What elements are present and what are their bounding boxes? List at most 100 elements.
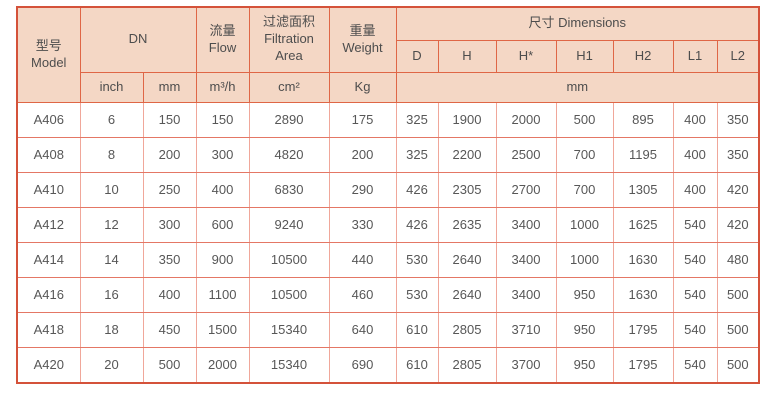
cell-h1: 500: [555, 101, 614, 138]
cell-flow: 900: [195, 241, 250, 278]
header-flow-zh: 流量: [209, 22, 236, 38]
header-model-en: Model: [31, 54, 67, 70]
cell-flow: 1500: [195, 311, 250, 348]
cell-h2: 1625: [612, 206, 674, 243]
cell-l2: 500: [716, 311, 760, 348]
cell-mm: 350: [142, 241, 197, 278]
cell-model: A410: [16, 171, 81, 208]
cell-l1: 540: [672, 311, 718, 348]
table-row: A420 20 500 2000 15340 690 610 2805 3700 950 1795 5…: [16, 346, 760, 383]
unit-weight: Kg: [328, 71, 397, 103]
table-row: A414 14 350 900 10500 440 530 2640 3400 1000 1630 5…: [16, 241, 760, 278]
cell-h: 2640: [437, 276, 497, 313]
header-flow-en: Flow: [208, 39, 237, 55]
cell-mm: 450: [142, 311, 197, 348]
header-row-1: 型号 Model DN 流量 Flow 过滤面积 Filtration Area…: [16, 6, 760, 103]
cell-area: 15340: [248, 346, 330, 383]
header-area-en1: Filtration: [264, 31, 314, 47]
cell-weight: 460: [328, 276, 397, 313]
cell-h: 2805: [437, 311, 497, 348]
cell-mm: 250: [142, 171, 197, 208]
unit-dimensions: mm: [395, 71, 760, 103]
cell-inch: 18: [79, 311, 144, 348]
cell-mm: 200: [142, 136, 197, 173]
cell-area: 2890: [248, 101, 330, 138]
header-area-en2: Area: [275, 48, 303, 64]
cell-flow: 1100: [195, 276, 250, 313]
unit-inch: inch: [79, 71, 144, 103]
cell-h: 2635: [437, 206, 497, 243]
cell-l2: 500: [716, 346, 760, 383]
cell-h-star: 2700: [495, 171, 557, 208]
header-flow: 流量 Flow: [195, 6, 250, 73]
cell-area: 10500: [248, 241, 330, 278]
header-filtration-area: 过滤面积 Filtration Area: [248, 6, 330, 73]
cell-l1: 400: [672, 171, 718, 208]
cell-h1: 1000: [555, 241, 614, 278]
cell-inch: 8: [79, 136, 144, 173]
cell-l1: 400: [672, 101, 718, 138]
cell-model: A418: [16, 311, 81, 348]
cell-d: 610: [395, 311, 439, 348]
cell-inch: 12: [79, 206, 144, 243]
cell-d: 325: [395, 136, 439, 173]
cell-flow: 300: [195, 136, 250, 173]
cell-d: 426: [395, 206, 439, 243]
table-body: A406 6 150 150 2890 175 325 1900 2000 500 895 400 35…: [16, 101, 760, 383]
cell-h2: 1305: [612, 171, 674, 208]
cell-d: 426: [395, 171, 439, 208]
table-row: A416 16 400 1100 10500 460 530 2640 3400 950 1630 5…: [16, 276, 760, 313]
cell-h-star: 3400: [495, 241, 557, 278]
table-row: A408 8 200 300 4820 200 325 2200 2500 700 1195 400 3…: [16, 136, 760, 173]
unit-flow: m³/h: [195, 71, 250, 103]
cell-l1: 400: [672, 136, 718, 173]
header-dimensions: 尺寸 Dimensions: [395, 6, 760, 41]
cell-weight: 440: [328, 241, 397, 278]
cell-flow: 150: [195, 101, 250, 138]
unit-mm: mm: [142, 71, 197, 103]
cell-weight: 200: [328, 136, 397, 173]
header-dim-h1: H1: [555, 39, 614, 73]
cell-d: 610: [395, 346, 439, 383]
cell-inch: 6: [79, 101, 144, 138]
header-model: 型号 Model: [16, 6, 81, 103]
cell-h: 2200: [437, 136, 497, 173]
cell-h1: 700: [555, 171, 614, 208]
cell-h: 2305: [437, 171, 497, 208]
cell-area: 9240: [248, 206, 330, 243]
table-header: 型号 Model DN 流量 Flow 过滤面积 Filtration Area…: [16, 6, 760, 103]
cell-area: 15340: [248, 311, 330, 348]
cell-model: A414: [16, 241, 81, 278]
cell-h-star: 2000: [495, 101, 557, 138]
header-weight-zh: 重量: [349, 22, 376, 38]
unit-area: cm²: [248, 71, 330, 103]
cell-flow: 400: [195, 171, 250, 208]
header-row-units: inch mm m³/h cm² Kg mm: [17, 71, 760, 103]
table-row: A410 10 250 400 6830 290 426 2305 2700 700 1305 400…: [16, 171, 760, 208]
cell-mm: 150: [142, 101, 197, 138]
header-dim-l2: L2: [716, 39, 760, 73]
cell-weight: 330: [328, 206, 397, 243]
cell-flow: 2000: [195, 346, 250, 383]
cell-h-star: 2500: [495, 136, 557, 173]
header-weight-en: Weight: [342, 39, 383, 55]
table-row: A418 18 450 1500 15340 640 610 2805 3710 950 1795 5…: [16, 311, 760, 348]
cell-l1: 540: [672, 346, 718, 383]
cell-l2: 480: [716, 241, 760, 278]
cell-l2: 420: [716, 171, 760, 208]
cell-h2: 895: [612, 101, 674, 138]
cell-inch: 16: [79, 276, 144, 313]
header-dim-l1: L1: [672, 39, 718, 73]
cell-h-star: 3710: [495, 311, 557, 348]
cell-weight: 690: [328, 346, 397, 383]
header-area-zh: 过滤面积: [262, 14, 315, 30]
cell-area: 4820: [248, 136, 330, 173]
cell-mm: 300: [142, 206, 197, 243]
cell-h1: 1000: [555, 206, 614, 243]
cell-inch: 20: [79, 346, 144, 383]
cell-h: 2805: [437, 346, 497, 383]
table-row: A406 6 150 150 2890 175 325 1900 2000 500 895 400 35…: [16, 101, 760, 138]
cell-flow: 600: [195, 206, 250, 243]
cell-model: A406: [16, 101, 81, 138]
cell-model: A408: [16, 136, 81, 173]
